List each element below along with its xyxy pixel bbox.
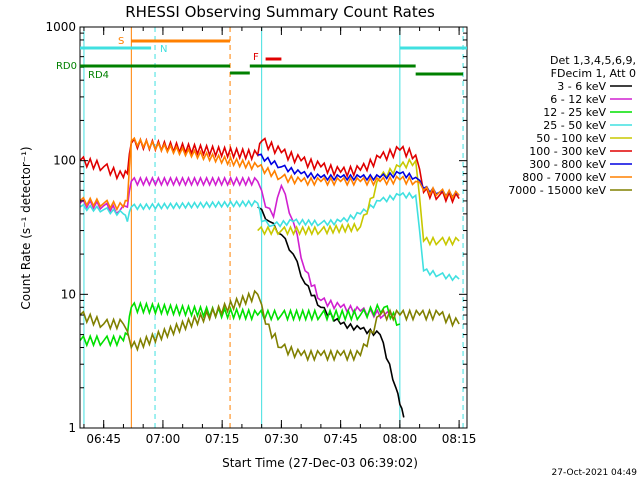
- y-axis-label: Count Rate (s⁻¹ detector⁻¹): [19, 146, 33, 309]
- legend-header-2: FDecim 1, Att 0: [551, 67, 636, 80]
- state-label-f: F: [253, 52, 259, 63]
- legend-header-1: Det 1,3,4,5,6,9,: [550, 54, 636, 67]
- plot-area: [79, 26, 468, 429]
- series-line-6-12-kev: [80, 175, 393, 320]
- state-label-rd4: RD4: [88, 70, 109, 81]
- series-line-25-50-kev: [80, 191, 460, 282]
- state-label-n: N: [160, 44, 167, 55]
- legend-entry-2: 6 - 12 keV: [550, 93, 606, 106]
- state-label-s: S: [118, 36, 124, 47]
- x-tick-label-2: 07:00: [146, 432, 181, 446]
- y-tick-label-3: 100: [53, 154, 76, 168]
- x-axis-label: Start Time (27-Dec-03 06:39:02): [222, 456, 418, 470]
- y-tick-label-1: 1: [68, 421, 76, 435]
- legend-entry-1: 3 - 6 keV: [557, 80, 606, 93]
- legend-entry-3: 12 - 25 keV: [543, 106, 606, 119]
- legend-entry-6: 100 - 300 keV: [529, 145, 606, 158]
- x-tick-label-3: 07:15: [205, 432, 240, 446]
- series-line-50-100-kev: [257, 157, 460, 247]
- x-tick-label-1: 06:45: [86, 432, 121, 446]
- legend-entry-8: 800 - 7000 keV: [522, 171, 606, 184]
- legend-entry-5: 50 - 100 keV: [536, 132, 606, 145]
- legend-entry-7: 300 - 800 keV: [529, 158, 606, 171]
- y-tick-label-2: 10: [61, 287, 76, 301]
- series-line-800-7000-kev: [80, 136, 460, 212]
- chart-title: RHESSI Observing Summary Count Rates: [125, 3, 435, 21]
- series-line-12-25-kev: [80, 300, 401, 348]
- x-tick-label-6: 08:00: [383, 432, 418, 446]
- series-line-3-6-kev: [257, 206, 405, 418]
- state-label-rd0: RD0: [56, 61, 77, 72]
- x-tick-label-5: 07:45: [323, 432, 358, 446]
- x-tick-label-4: 07:30: [264, 432, 299, 446]
- legend-entry-9: 7000 - 15000 keV: [508, 184, 606, 197]
- y-tick-label-4: 1000: [45, 20, 76, 34]
- x-tick-label-7: 08:15: [442, 432, 477, 446]
- legend-entry-4: 25 - 50 keV: [543, 119, 606, 132]
- timestamp: 27-Oct-2021 04:49: [552, 468, 638, 478]
- series-line-7000-15000-kev: [80, 289, 460, 363]
